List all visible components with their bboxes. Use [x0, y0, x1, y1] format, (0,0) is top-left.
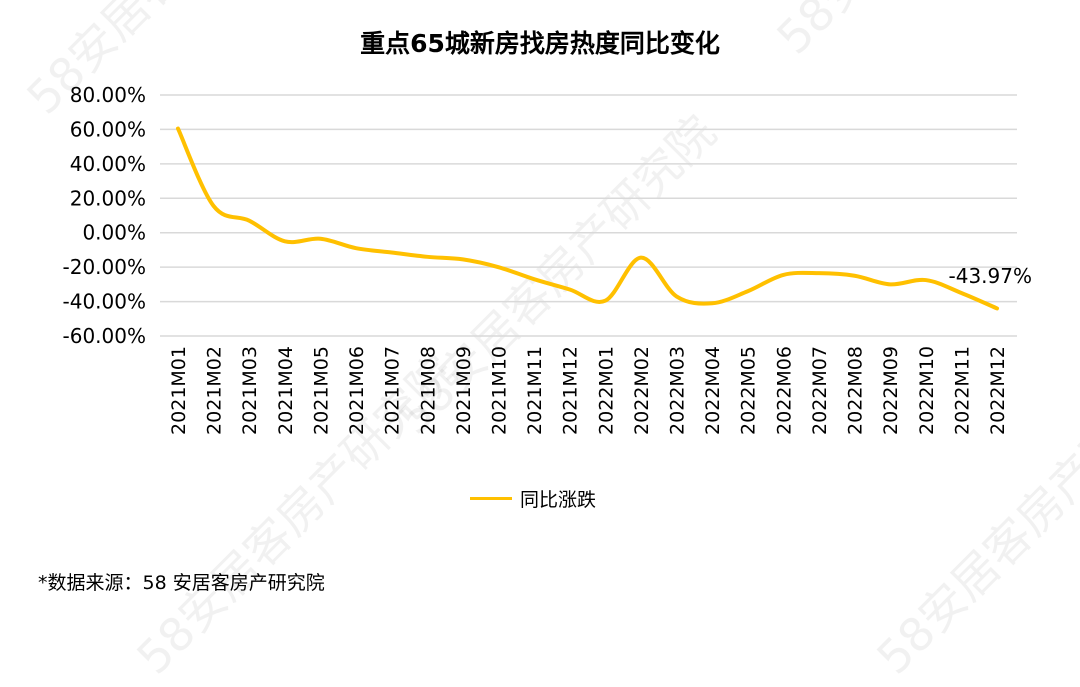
y-tick-label: 80.00%: [70, 83, 146, 107]
legend-label: 同比涨跌: [520, 488, 597, 511]
x-tick-label: 2021M04: [275, 346, 297, 435]
x-axis-tick-labels: 2021M01 2021M02 2021M03 2021M04 2021M05 2021M…: [168, 346, 1009, 435]
x-tick-label: 2022M09: [880, 346, 902, 435]
x-tick-label: 2021M05: [310, 346, 332, 435]
x-tick-label: 2022M11: [951, 346, 973, 435]
legend-swatch: [470, 496, 512, 500]
x-tick-label: 2021M08: [417, 346, 439, 435]
y-axis-tick-labels: 80.00% 60.00% 40.00% 20.00% 0.00% -20.00% -40.…: [63, 83, 146, 348]
x-tick-label: 2022M02: [631, 346, 653, 435]
y-tick-label: -20.00%: [63, 255, 146, 279]
data-label: -43.97%: [949, 264, 1032, 288]
y-tick-label: -60.00%: [63, 324, 146, 348]
chart-title: 重点65城新房找房热度同比变化: [360, 29, 720, 58]
x-tick-label: 2021M11: [524, 346, 546, 435]
x-tick-label: 2022M12: [987, 346, 1009, 435]
x-tick-label: 2022M03: [667, 346, 689, 435]
x-tick-label: 2022M06: [773, 346, 795, 435]
x-tick-label: 2022M10: [916, 346, 938, 435]
x-tick-label: 2021M06: [346, 346, 368, 435]
x-tick-label: 2022M01: [595, 346, 617, 435]
x-tick-label: 2021M09: [453, 346, 475, 435]
legend: 同比涨跌: [470, 486, 597, 511]
x-tick-label: 2021M12: [560, 346, 582, 435]
x-tick-label: 2022M04: [702, 346, 724, 435]
gridlines: [160, 94, 1017, 337]
annotations: -43.97%: [949, 264, 1032, 288]
y-tick-label: -40.00%: [63, 290, 146, 314]
x-tick-label: 2021M01: [168, 346, 190, 435]
x-tick-label: 2022M08: [845, 346, 867, 435]
x-tick-label: 2021M10: [488, 346, 510, 435]
line-chart: 80.00% 60.00% 40.00% 20.00% 0.00% -20.00% -40.…: [63, 83, 1032, 435]
x-tick-label: 2021M02: [204, 346, 226, 435]
series-line: [176, 126, 999, 311]
y-tick-label: 60.00%: [70, 117, 146, 141]
y-tick-label: 0.00%: [82, 221, 146, 245]
y-tick-label: 40.00%: [70, 152, 146, 176]
y-tick-label: 20.00%: [70, 186, 146, 210]
x-tick-label: 2021M07: [382, 346, 404, 435]
x-tick-label: 2022M07: [809, 346, 831, 435]
series-lines: [176, 126, 999, 311]
x-tick-label: 2021M03: [239, 346, 261, 435]
x-tick-label: 2022M05: [738, 346, 760, 435]
source-note: *数据来源：58 安居客房产研究院: [38, 572, 325, 594]
